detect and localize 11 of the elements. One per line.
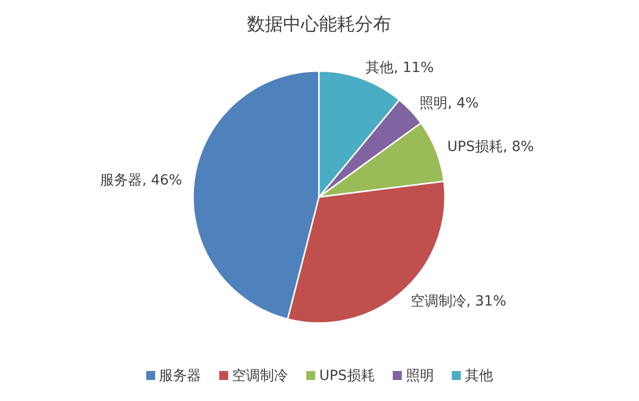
data-label: 服务器, 46%: [100, 172, 182, 189]
legend-label: UPS损耗: [319, 368, 375, 384]
data-label: 空调制冷, 31%: [410, 294, 506, 310]
legend-label: 其他: [464, 368, 493, 384]
data-label: UPS损耗, 8%: [447, 139, 534, 156]
legend-label: 照明: [406, 368, 434, 384]
data-label: 照明, 4%: [420, 96, 479, 112]
data-label: 其他, 11%: [366, 60, 434, 76]
legend-label: 服务器: [159, 368, 202, 384]
legend-label: 空调制冷: [232, 368, 288, 384]
chart-title: 数据中心能耗分布: [247, 14, 391, 35]
